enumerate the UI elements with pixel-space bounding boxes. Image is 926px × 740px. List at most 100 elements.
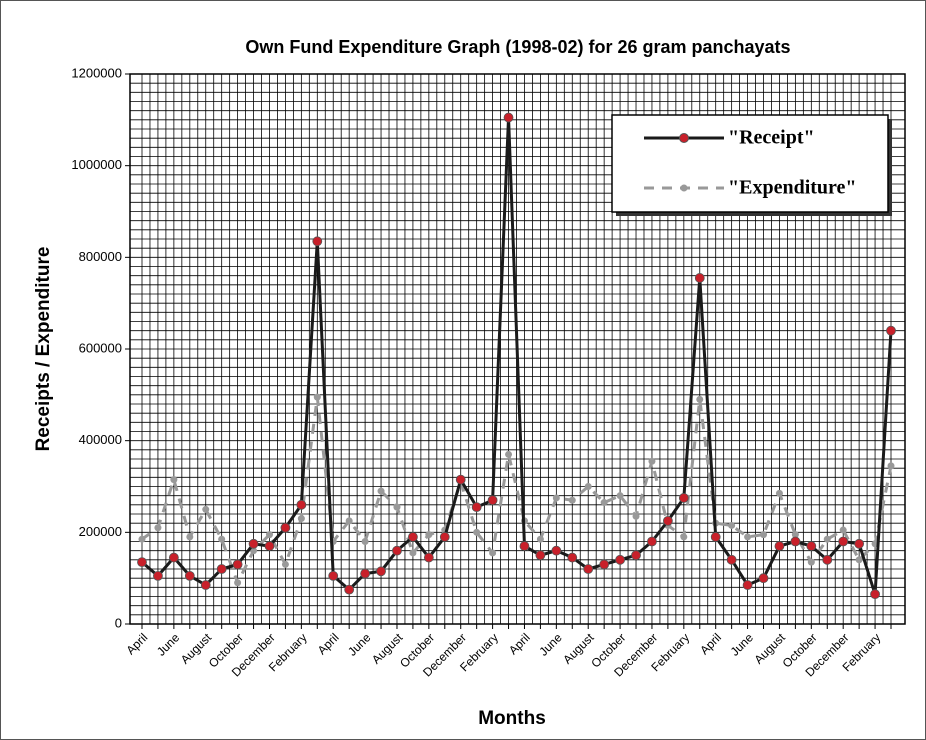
point [186, 533, 194, 541]
point [439, 532, 450, 542]
point [345, 517, 353, 525]
y-tick-label: 800000 [79, 249, 122, 264]
legend-marker [679, 133, 689, 143]
point [726, 554, 737, 565]
point [503, 112, 514, 123]
point [791, 531, 799, 539]
y-tick-label: 400000 [79, 432, 122, 447]
point [138, 535, 146, 543]
point [361, 538, 369, 545]
y-tick-label: 600000 [79, 340, 122, 355]
point [519, 541, 530, 551]
point [471, 502, 482, 513]
point [615, 554, 625, 565]
point [678, 493, 689, 503]
point [473, 528, 481, 536]
point [265, 531, 273, 539]
point [790, 536, 801, 547]
point [631, 550, 641, 561]
point [153, 570, 163, 581]
point [297, 515, 305, 523]
series-line [141, 395, 893, 585]
point [567, 552, 578, 563]
point [505, 450, 513, 458]
point [822, 554, 833, 565]
point [170, 476, 178, 484]
point [328, 570, 339, 581]
point [838, 536, 849, 547]
point [807, 558, 815, 566]
y-tick-label: 0 [115, 615, 122, 630]
point [662, 515, 673, 526]
point [312, 236, 323, 247]
point [393, 503, 401, 511]
point [680, 533, 688, 541]
point [392, 545, 402, 556]
point [887, 462, 895, 470]
point [583, 564, 594, 574]
point [376, 566, 386, 577]
point [423, 552, 434, 563]
point [774, 541, 785, 551]
point [535, 550, 546, 561]
point [694, 273, 705, 283]
point [600, 499, 608, 507]
point [487, 495, 498, 506]
point [823, 535, 831, 543]
point [408, 532, 418, 542]
point [377, 487, 385, 495]
point [425, 531, 433, 539]
point [632, 512, 640, 520]
point [296, 499, 307, 510]
point [648, 457, 656, 465]
point [728, 521, 736, 529]
point [758, 573, 769, 584]
legend-label: "Receipt" [728, 127, 815, 149]
point [839, 526, 847, 534]
point [742, 580, 753, 590]
point [344, 584, 355, 595]
point [248, 538, 259, 549]
point [264, 541, 275, 551]
point [616, 492, 624, 500]
point [184, 570, 195, 581]
point [168, 552, 179, 563]
point [568, 496, 576, 504]
y-axis-label: Receipts / Expenditure [33, 247, 54, 452]
point [744, 533, 752, 541]
legend-label: "Expenditure" [728, 177, 857, 199]
y-tick-label: 1000000 [71, 157, 122, 172]
point [647, 536, 657, 547]
point [216, 564, 227, 574]
point [775, 489, 783, 497]
point [137, 557, 147, 568]
point [232, 559, 243, 570]
point [870, 589, 880, 600]
chart-title: Own Fund Expenditure Graph (1998-02) for… [245, 37, 790, 57]
point [536, 535, 544, 543]
point [455, 474, 466, 485]
point [200, 580, 211, 590]
point [552, 494, 560, 502]
point [710, 532, 721, 542]
legend-marker [680, 184, 688, 192]
point [855, 556, 863, 564]
legend: "Receipt" "Expenditure" [611, 114, 892, 216]
point [584, 483, 592, 490]
y-tick-label: 200000 [79, 524, 122, 539]
point [218, 535, 226, 543]
point [760, 531, 768, 539]
point [696, 395, 704, 403]
point [202, 505, 210, 513]
point [854, 538, 865, 549]
point [360, 568, 371, 579]
point [234, 579, 242, 587]
point [551, 545, 562, 556]
point [599, 559, 610, 570]
point [250, 547, 258, 555]
point [886, 325, 896, 336]
legend-box [611, 114, 889, 213]
y-tick-label: 1200000 [71, 65, 122, 80]
point [154, 524, 162, 532]
